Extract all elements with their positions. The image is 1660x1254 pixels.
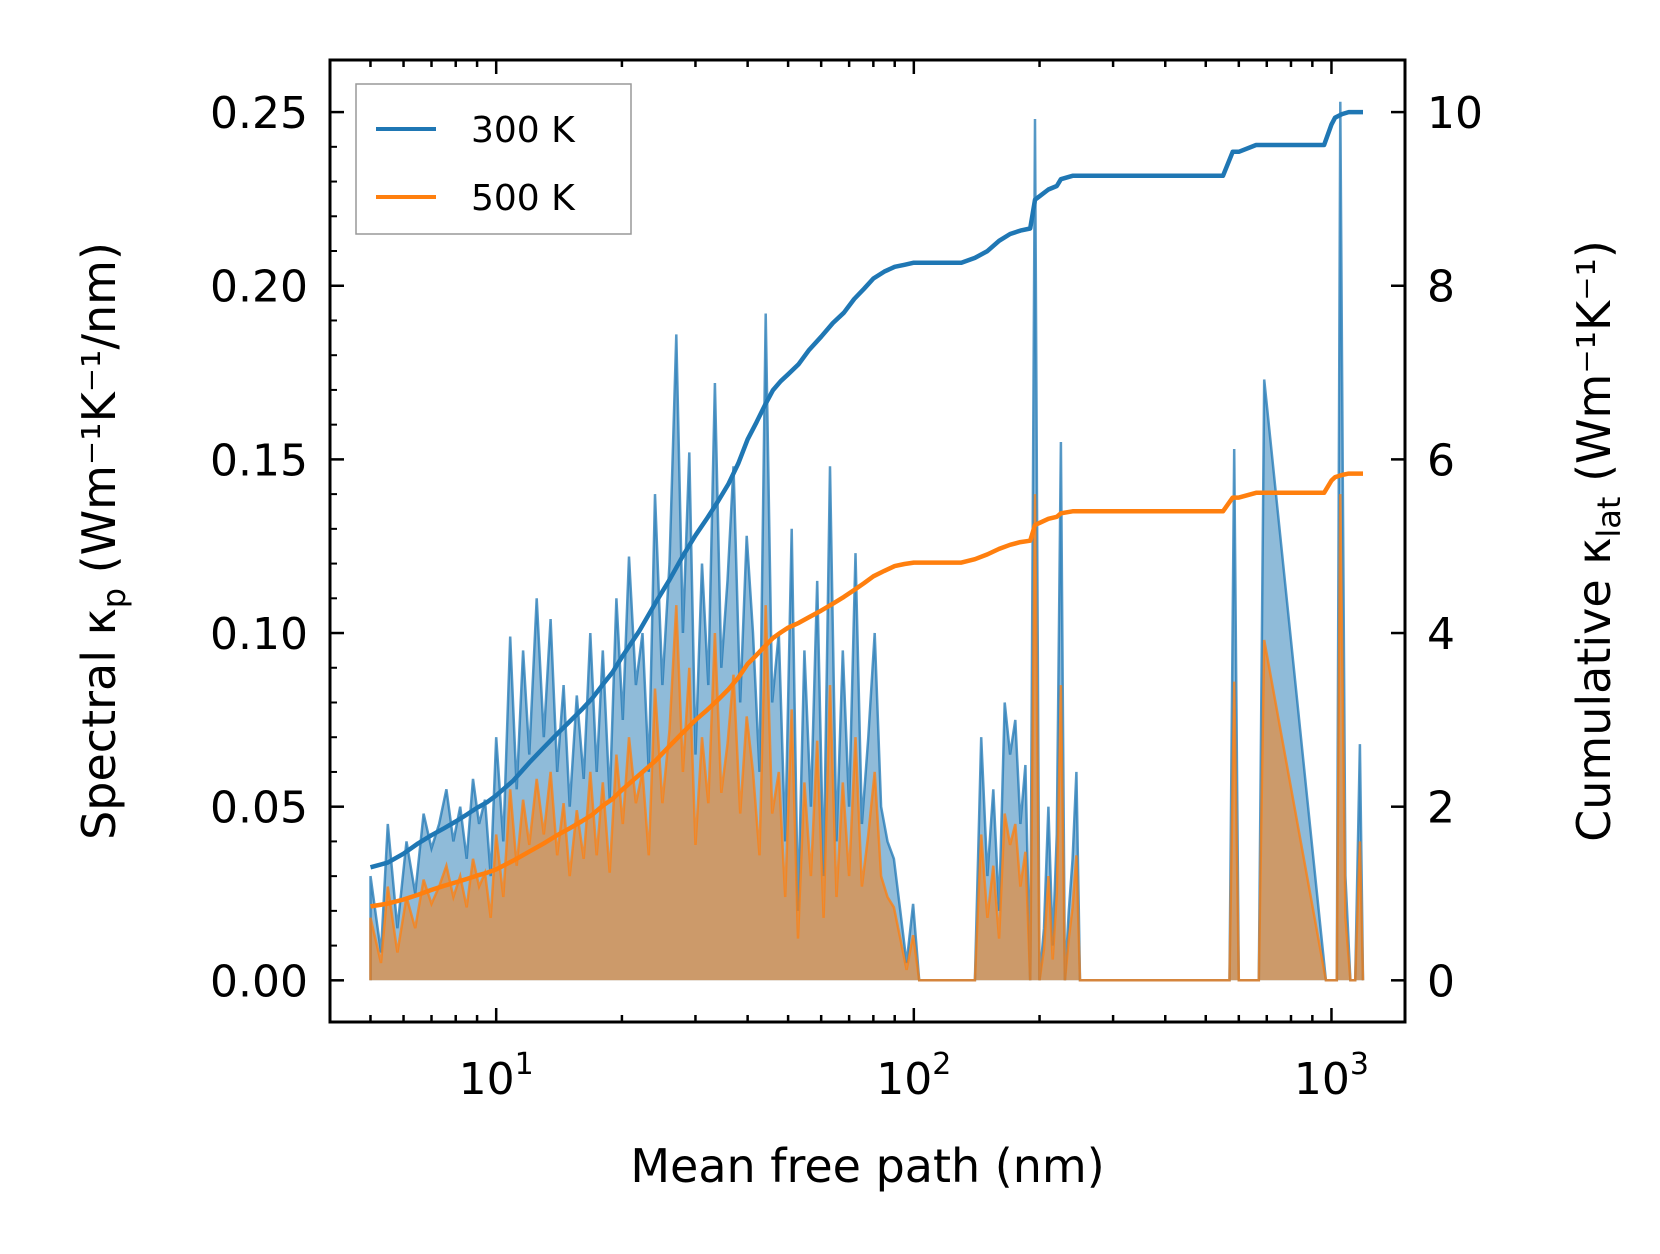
x-tick-label-exp: 3 — [1350, 1047, 1369, 1082]
y-left-label-units: (Wm⁻¹K⁻¹/nm) — [72, 242, 126, 588]
y-right-label-sub: lat — [1590, 497, 1628, 538]
x-tick-label-exp: 1 — [515, 1047, 534, 1082]
spectral-fills — [370, 101, 1363, 981]
x-tick-label: 102 — [876, 1047, 951, 1105]
y-left-tick-label: 0.25 — [210, 88, 308, 139]
spectral-fill-500k — [370, 494, 1363, 981]
y-left-label-sub: p — [95, 588, 133, 608]
axis-ticks — [328, 60, 1405, 1022]
y-right-tick-label: 2 — [1427, 783, 1455, 834]
y-right-label-main: Cumulative κ — [1567, 538, 1621, 842]
x-tick-label: 101 — [459, 1047, 534, 1105]
spectral-line-500k — [369, 494, 1365, 982]
cumulative-line-300k — [369, 109, 1363, 870]
y-left-tick-label: 0.00 — [210, 956, 308, 1007]
x-tick-label-base: 10 — [459, 1054, 515, 1105]
x-axis-label: Mean free path (nm) — [630, 1139, 1104, 1193]
y-right-tick-label: 4 — [1427, 609, 1455, 660]
y-left-tick-label: 0.10 — [210, 609, 308, 660]
y-right-label-units: (Wm⁻¹K⁻¹) — [1567, 240, 1621, 496]
y-right-tick-label: 0 — [1427, 956, 1455, 1007]
y-left-tick-label: 0.15 — [210, 435, 308, 486]
y-left-tick-label: 0.05 — [210, 783, 308, 834]
x-tick-label-exp: 2 — [932, 1047, 951, 1082]
cumulative-line-500k — [370, 471, 1363, 909]
y-right-tick-label: 8 — [1427, 262, 1455, 313]
legend-box — [355, 83, 632, 235]
spectral-fill-300k — [370, 101, 1363, 981]
y-axis-left-label: Spectral κp (Wm⁻¹K⁻¹/nm) — [72, 242, 133, 840]
cumulative-lines — [369, 109, 1363, 909]
y-right-tick-label: 10 — [1427, 88, 1483, 139]
x-tick-label: 103 — [1294, 1047, 1369, 1105]
legend-label-300k: 300 K — [471, 110, 576, 151]
spectral-lines — [369, 101, 1365, 982]
legend-label-500k: 500 K — [471, 178, 576, 219]
y-axis-right-label: Cumulative κlat (Wm⁻¹K⁻¹) — [1567, 240, 1628, 842]
plot-frame — [328, 58, 1407, 1024]
x-tick-label-base: 10 — [1294, 1054, 1350, 1105]
spectral-line-300k — [369, 101, 1365, 982]
y-left-tick-label: 0.20 — [210, 262, 308, 313]
x-tick-label-base: 10 — [876, 1054, 932, 1105]
y-left-label-main: Spectral κ — [72, 608, 126, 840]
y-right-tick-label: 6 — [1427, 435, 1455, 486]
legend: 300 K 500 K — [355, 83, 632, 235]
